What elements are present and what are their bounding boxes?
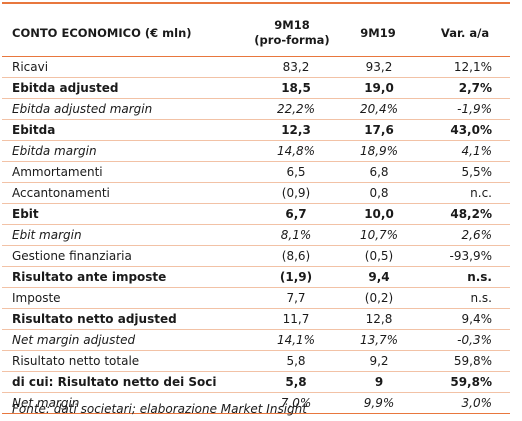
row-label: Ebitda <box>2 119 248 141</box>
cell-9m18: 5,8 <box>248 371 336 393</box>
row-label: Net margin adjusted <box>2 329 248 351</box>
cell-9m19: 10,7% <box>336 224 420 246</box>
cell-9m19: 12,8 <box>336 308 420 330</box>
cell-9m18: 8,1% <box>248 224 336 246</box>
cell-9m19: 6,8 <box>336 161 420 183</box>
cell-var: 9,4% <box>420 308 510 330</box>
cell-var: 2,7% <box>420 77 510 99</box>
header-9m18-line1: 9M18 <box>274 18 310 32</box>
cell-9m18: (0,9) <box>248 182 336 204</box>
cell-9m19: 18,9% <box>336 140 420 162</box>
row-label: Ammortamenti <box>2 161 248 183</box>
table-row: Net margin 7,0% 9,9% 3,0% <box>2 392 510 414</box>
row-label: Imposte <box>2 287 248 309</box>
cell-var: -93,9% <box>420 245 510 267</box>
cell-9m19: (0,5) <box>336 245 420 267</box>
cell-9m18: 18,5 <box>248 77 336 99</box>
cell-9m19: 13,7% <box>336 329 420 351</box>
row-label: Ebit margin <box>2 224 248 246</box>
table-row: Ebitda adjusted 18,5 19,0 2,7% <box>2 77 510 99</box>
cell-9m18: (1,9) <box>248 266 336 288</box>
table-row: Ricavi 83,2 93,2 12,1% <box>2 56 510 78</box>
table-header-row: CONTO ECONOMICO (€ mln) 9M18 (pro-forma)… <box>2 10 510 57</box>
source-footnote: Fonte: dati societari; elaborazione Mark… <box>12 402 307 416</box>
cell-var: 5,5% <box>420 161 510 183</box>
cell-var: 59,8% <box>420 371 510 393</box>
cell-9m18: 6,7 <box>248 203 336 225</box>
cell-9m18: 14,1% <box>248 329 336 351</box>
cell-9m19: 9 <box>336 371 420 393</box>
table-body: Ricavi 83,2 93,2 12,1% Ebitda adjusted 18,5 19… <box>2 56 510 414</box>
cell-var: -0,3% <box>420 329 510 351</box>
row-label: Gestione finanziaria <box>2 245 248 267</box>
income-statement-table: CONTO ECONOMICO (€ mln) 9M18 (pro-forma)… <box>2 10 510 414</box>
cell-9m18: 11,7 <box>248 308 336 330</box>
cell-9m18: 22,2% <box>248 98 336 120</box>
row-label: Ebitda adjusted margin <box>2 98 248 120</box>
header-var: Var. a/a <box>420 10 510 57</box>
row-label: Ricavi <box>2 56 248 78</box>
cell-9m18: 83,2 <box>248 56 336 78</box>
header-9m18: 9M18 (pro-forma) <box>248 10 336 57</box>
header-label: CONTO ECONOMICO (€ mln) <box>2 10 248 57</box>
cell-9m18: 7,0% <box>248 392 336 414</box>
cell-9m18: (8,6) <box>248 245 336 267</box>
table-row: Ebit margin 8,1% 10,7% 2,6% <box>2 224 510 246</box>
cell-var: 2,6% <box>420 224 510 246</box>
cell-var: 4,1% <box>420 140 510 162</box>
cell-9m18: 5,8 <box>248 350 336 372</box>
table-row: Risultato netto adjusted 11,7 12,8 9,4% <box>2 308 510 330</box>
table-row: Ebitda 12,3 17,6 43,0% <box>2 119 510 141</box>
cell-var: 43,0% <box>420 119 510 141</box>
cell-var: 59,8% <box>420 350 510 372</box>
cell-9m18: 7,7 <box>248 287 336 309</box>
top-rule <box>2 2 510 4</box>
cell-9m19: 0,8 <box>336 182 420 204</box>
cell-9m19: 17,6 <box>336 119 420 141</box>
cell-9m19: 19,0 <box>336 77 420 99</box>
cell-var: -1,9% <box>420 98 510 120</box>
cell-9m19: 10,0 <box>336 203 420 225</box>
table-row: Imposte 7,7 (0,2) n.s. <box>2 287 510 309</box>
table-row: Net margin adjusted 14,1% 13,7% -0,3% <box>2 329 510 351</box>
table-row: di cui: Risultato netto dei Soci 5,8 9 59,8… <box>2 371 510 393</box>
cell-9m19: 9,9% <box>336 392 420 414</box>
row-label: Net margin <box>2 392 248 414</box>
cell-var: 12,1% <box>420 56 510 78</box>
row-label: Accantonamenti <box>2 182 248 204</box>
cell-9m18: 14,8% <box>248 140 336 162</box>
header-9m18-line2: (pro-forma) <box>254 33 330 47</box>
cell-var: 3,0% <box>420 392 510 414</box>
cell-9m19: 9,2 <box>336 350 420 372</box>
row-label: di cui: Risultato netto dei Soci <box>2 371 248 393</box>
cell-9m18: 12,3 <box>248 119 336 141</box>
table-row: Ebit 6,7 10,0 48,2% <box>2 203 510 225</box>
cell-9m19: 20,4% <box>336 98 420 120</box>
row-label: Ebit <box>2 203 248 225</box>
table-row: Accantonamenti (0,9) 0,8 n.c. <box>2 182 510 204</box>
cell-9m19: 93,2 <box>336 56 420 78</box>
table-row: Ebitda margin 14,8% 18,9% 4,1% <box>2 140 510 162</box>
table-row: Gestione finanziaria (8,6) (0,5) -93,9% <box>2 245 510 267</box>
cell-var: n.s. <box>420 266 510 288</box>
table-row: Ebitda adjusted margin 22,2% 20,4% -1,9% <box>2 98 510 120</box>
header-9m19: 9M19 <box>336 10 420 57</box>
table-row: Risultato ante imposte (1,9) 9,4 n.s. <box>2 266 510 288</box>
row-label: Ebitda adjusted <box>2 77 248 99</box>
cell-9m19: (0,2) <box>336 287 420 309</box>
cell-var: n.s. <box>420 287 510 309</box>
table-row: Ammortamenti 6,5 6,8 5,5% <box>2 161 510 183</box>
row-label: Ebitda margin <box>2 140 248 162</box>
cell-9m19: 9,4 <box>336 266 420 288</box>
row-label: Risultato ante imposte <box>2 266 248 288</box>
row-label: Risultato netto totale <box>2 350 248 372</box>
cell-var: n.c. <box>420 182 510 204</box>
cell-var: 48,2% <box>420 203 510 225</box>
row-label: Risultato netto adjusted <box>2 308 248 330</box>
cell-9m18: 6,5 <box>248 161 336 183</box>
table-row: Risultato netto totale 5,8 9,2 59,8% <box>2 350 510 372</box>
